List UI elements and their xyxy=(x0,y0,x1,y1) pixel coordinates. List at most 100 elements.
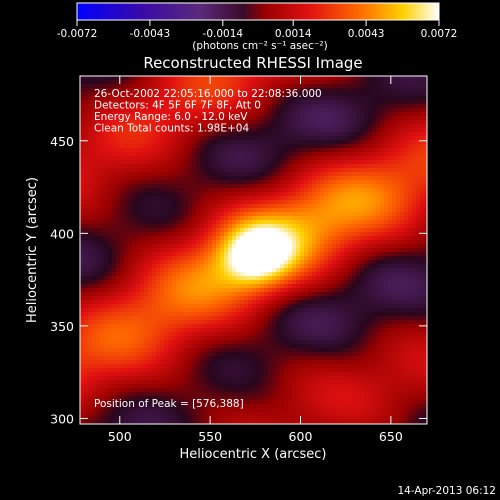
heatmap-cell xyxy=(192,372,197,377)
heatmap-cell xyxy=(172,180,177,185)
heatmap-cell xyxy=(160,292,165,297)
heatmap-cell xyxy=(104,416,109,421)
heatmap-cell xyxy=(232,172,237,177)
heatmap-cell xyxy=(236,252,241,257)
heatmap-cell xyxy=(172,392,177,397)
heatmap-cell xyxy=(248,136,253,141)
heatmap-cell xyxy=(224,252,229,257)
heatmap-cell xyxy=(84,372,89,377)
heatmap-cell xyxy=(204,236,209,241)
heatmap-cell xyxy=(212,128,217,133)
heatmap-cell xyxy=(256,416,261,421)
heatmap-cell xyxy=(208,348,213,353)
heatmap-cell xyxy=(200,352,205,357)
heatmap-cell xyxy=(108,400,113,405)
heatmap-cell xyxy=(212,172,217,177)
heatmap-cell xyxy=(128,80,133,85)
heatmap-cell xyxy=(276,260,281,265)
heatmap-cell xyxy=(232,316,237,321)
heatmap-cell xyxy=(112,380,117,385)
heatmap-cell xyxy=(208,328,213,333)
heatmap-cell xyxy=(228,348,233,353)
heatmap-cell xyxy=(108,108,113,113)
heatmap-cell xyxy=(280,356,285,361)
heatmap-cell xyxy=(260,120,265,125)
heatmap-cell xyxy=(84,376,89,381)
heatmap-cell xyxy=(148,272,153,277)
heatmap-cell xyxy=(124,120,129,125)
heatmap-cell xyxy=(288,404,293,409)
heatmap-cell xyxy=(260,316,265,321)
heatmap-cell xyxy=(124,396,129,401)
heatmap-cell xyxy=(172,232,177,237)
heatmap-cell xyxy=(212,236,217,241)
heatmap-cell xyxy=(216,196,221,201)
heatmap-cell xyxy=(88,284,93,289)
heatmap-cell xyxy=(200,288,205,293)
heatmap-cell xyxy=(240,420,245,424)
heatmap-cell xyxy=(112,412,117,417)
heatmap-cell xyxy=(104,248,109,253)
heatmap-cell xyxy=(180,128,185,133)
heatmap-cell xyxy=(148,152,153,157)
heatmap-cell xyxy=(212,384,217,389)
heatmap-cell xyxy=(244,252,249,257)
heatmap-cell xyxy=(196,168,201,173)
heatmap-cell xyxy=(204,180,209,185)
heatmap-cell xyxy=(204,92,209,97)
heatmap-cell xyxy=(164,352,169,357)
heatmap-cell xyxy=(176,204,181,209)
heatmap-cell xyxy=(284,284,289,289)
heatmap-cell xyxy=(144,384,149,389)
heatmap-cell xyxy=(176,328,181,333)
heatmap-cell xyxy=(84,236,89,241)
heatmap-cell xyxy=(296,332,301,337)
heatmap-cell xyxy=(108,156,113,161)
heatmap-cell xyxy=(228,340,233,345)
heatmap-cell xyxy=(116,168,121,173)
heatmap-cell xyxy=(296,176,301,181)
heatmap-cell xyxy=(276,136,281,141)
heatmap-cell xyxy=(280,200,285,205)
heatmap-cell xyxy=(96,180,101,185)
heatmap-cell xyxy=(116,204,121,209)
heatmap-cell xyxy=(256,116,261,121)
heatmap-cell xyxy=(132,96,137,101)
heatmap-cell xyxy=(156,240,161,245)
heatmap-cell xyxy=(280,156,285,161)
heatmap-cell xyxy=(152,368,157,373)
heatmap-cell xyxy=(276,244,281,249)
heatmap-cell xyxy=(228,352,233,357)
heatmap-cell xyxy=(212,216,217,221)
heatmap-cell xyxy=(176,396,181,401)
heatmap-cell xyxy=(260,80,265,85)
heatmap-cell xyxy=(196,316,201,321)
heatmap-cell xyxy=(252,384,257,389)
heatmap-cell xyxy=(96,312,101,317)
heatmap-cell xyxy=(168,140,173,145)
heatmap-cell xyxy=(168,324,173,329)
heatmap-cell xyxy=(196,240,201,245)
heatmap-cell xyxy=(304,220,309,225)
heatmap-cell xyxy=(132,328,137,333)
heatmap-cell xyxy=(276,96,281,101)
heatmap-cell xyxy=(280,184,285,189)
heatmap-cell xyxy=(284,344,289,349)
heatmap-cell xyxy=(152,212,157,217)
heatmap-cell xyxy=(204,212,209,217)
heatmap-cell xyxy=(240,84,245,89)
heatmap-cell xyxy=(104,364,109,369)
heatmap-cell xyxy=(168,340,173,345)
heatmap-cell xyxy=(192,276,197,281)
heatmap-cell xyxy=(92,84,97,89)
heatmap-cell xyxy=(148,204,153,209)
heatmap-cell xyxy=(232,156,237,161)
heatmap-cell xyxy=(176,160,181,165)
heatmap-cell xyxy=(300,396,305,401)
heatmap-cell xyxy=(124,232,129,237)
heatmap-cell xyxy=(168,136,173,141)
heatmap-cell xyxy=(144,132,149,137)
heatmap-cell xyxy=(220,160,225,165)
heatmap-cell xyxy=(132,216,137,221)
heatmap-cell xyxy=(100,388,105,393)
